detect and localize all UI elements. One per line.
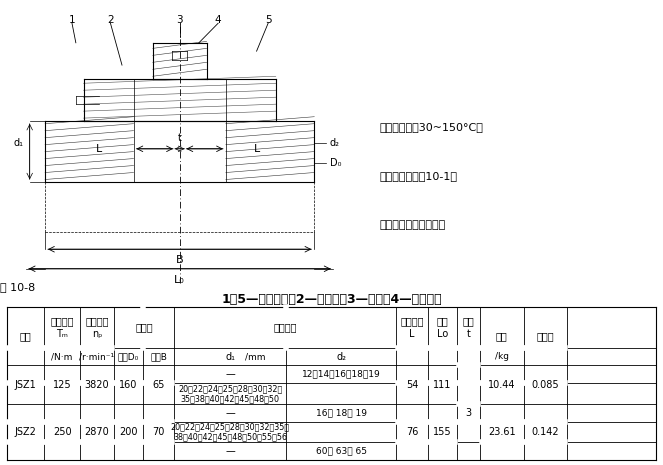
Text: 4: 4 <box>215 15 221 26</box>
Text: —: — <box>225 408 235 418</box>
Text: d₂: d₂ <box>336 352 346 362</box>
Text: /N·m: /N·m <box>52 352 73 361</box>
Text: L: L <box>95 144 102 154</box>
Text: 16、 18、 19: 16、 18、 19 <box>316 409 367 418</box>
Text: 型号: 型号 <box>20 331 31 341</box>
Text: d₁: d₁ <box>225 352 235 362</box>
Text: 工作温度：－30~150°C。: 工作温度：－30~150°C。 <box>379 122 483 132</box>
Text: 3: 3 <box>465 408 471 418</box>
Text: 23.61: 23.61 <box>488 427 516 438</box>
Text: 标记方法：见表10-1。: 标记方法：见表10-1。 <box>379 171 457 181</box>
Text: /kg: /kg <box>495 352 509 361</box>
Text: 5: 5 <box>265 15 271 26</box>
Text: 许用转速: 许用转速 <box>85 317 109 326</box>
Text: 间隙: 间隙 <box>462 317 474 326</box>
Text: L: L <box>409 329 415 339</box>
Text: 制动转矩: 制动转矩 <box>50 317 74 326</box>
Text: 1、5—半联轴器；2—制动轮；3—罩壳；4—蛇形弹簧: 1、5—半联轴器；2—制动轮；3—罩壳；4—蛇形弹簧 <box>221 293 442 306</box>
Text: 76: 76 <box>406 427 418 438</box>
Text: 60， 63， 65: 60， 63， 65 <box>316 447 367 456</box>
Text: d₁: d₁ <box>13 138 23 148</box>
Text: 2870: 2870 <box>85 427 109 438</box>
Text: 0.142: 0.142 <box>532 427 559 438</box>
Text: d₂: d₂ <box>330 138 339 148</box>
Text: 54: 54 <box>406 380 418 390</box>
Text: 制动轮: 制动轮 <box>135 323 153 332</box>
Text: 20、22、24、25、28、30、32、
35、38、40、42、45、48、50: 20、22、24、25、28、30、32、 35、38、40、42、45、48、… <box>178 384 282 403</box>
Text: 总长: 总长 <box>436 317 448 326</box>
Text: 160: 160 <box>119 380 138 390</box>
Text: JSZ1: JSZ1 <box>15 380 36 390</box>
Text: L: L <box>253 144 260 154</box>
Text: /r·min⁻¹: /r·min⁻¹ <box>80 352 115 361</box>
Text: 0.085: 0.085 <box>532 380 559 390</box>
Text: 润滑油: 润滑油 <box>536 331 554 341</box>
Text: 3820: 3820 <box>85 380 109 390</box>
Text: —: — <box>225 446 235 456</box>
Text: 70: 70 <box>152 427 165 438</box>
Text: 20、22、24、25、28、30、32、35、
38、40、42、45、48、50、55、56: 20、22、24、25、28、30、32、35、 38、40、42、45、48、… <box>170 422 290 442</box>
Text: 250: 250 <box>53 427 72 438</box>
Text: L₀: L₀ <box>174 275 185 285</box>
Text: 轴孔直径: 轴孔直径 <box>274 323 297 332</box>
Text: 表 10-8: 表 10-8 <box>0 281 35 292</box>
Text: 2: 2 <box>107 15 114 26</box>
Text: B: B <box>176 255 184 266</box>
Text: D₀: D₀ <box>330 158 341 168</box>
Text: nₚ: nₚ <box>91 329 102 339</box>
Text: t: t <box>178 133 182 143</box>
Text: 65: 65 <box>152 380 165 390</box>
Text: 10.44: 10.44 <box>488 380 515 390</box>
Text: Tₘ: Tₘ <box>56 329 68 339</box>
Text: 重量: 重量 <box>496 331 508 341</box>
Text: JSZ2: JSZ2 <box>15 427 36 438</box>
Text: 宽度B: 宽度B <box>151 352 167 361</box>
Text: 111: 111 <box>433 380 452 390</box>
Text: 155: 155 <box>433 427 452 438</box>
Text: t: t <box>466 329 470 339</box>
Text: 125: 125 <box>53 380 72 390</box>
Text: 制动轮安装在从动端。: 制动轮安装在从动端。 <box>379 220 446 230</box>
Text: 200: 200 <box>119 427 138 438</box>
Text: Lo: Lo <box>437 329 448 339</box>
Text: 1: 1 <box>69 15 76 26</box>
Text: 轴孔长度: 轴孔长度 <box>400 317 424 326</box>
Text: 12，14，16，18，19: 12，14，16，18，19 <box>302 370 381 379</box>
Text: /mm: /mm <box>245 352 265 361</box>
Text: 直径D₀: 直径D₀ <box>118 352 139 361</box>
Text: 3: 3 <box>176 15 183 26</box>
Text: —: — <box>225 369 235 379</box>
